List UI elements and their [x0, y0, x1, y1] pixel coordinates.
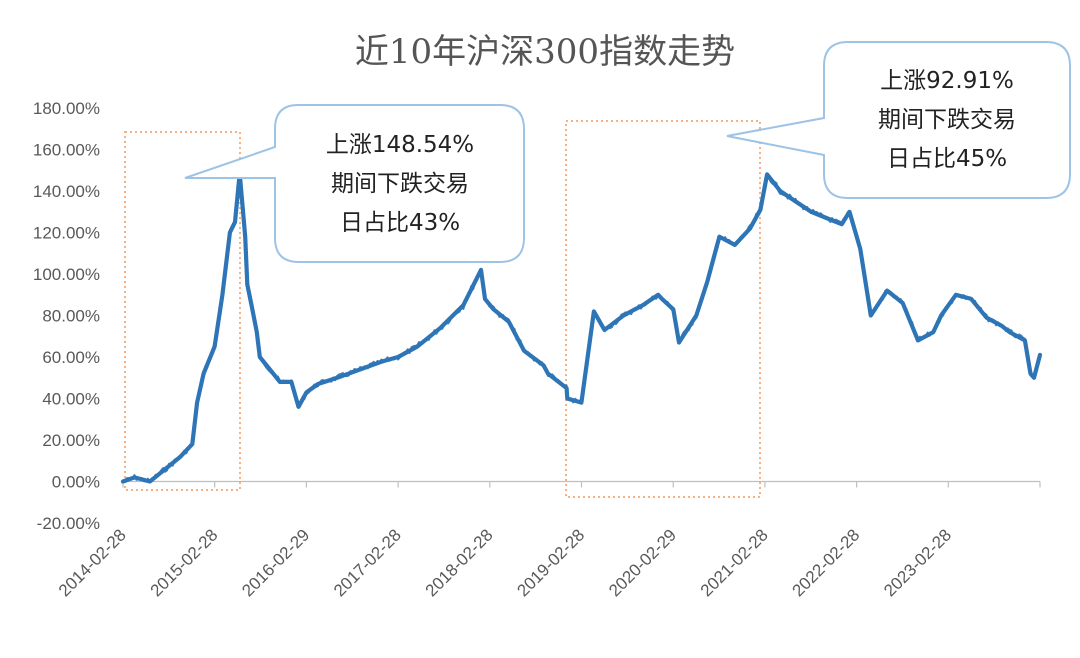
y-tick-label: 40.00% [42, 390, 100, 409]
callout-1-line-1: 上涨148.54% [326, 132, 474, 158]
y-tick-label: 120.00% [33, 224, 100, 243]
callout-2-line-3: 日占比45% [887, 146, 1007, 172]
y-tick-label: 0.00% [52, 473, 100, 492]
highlight-box-2014-2015 [124, 131, 241, 491]
x-tick-label: 2023-02-28 [880, 525, 955, 600]
series-volatility-band [122, 173, 1041, 483]
y-tick-label: 20.00% [42, 431, 100, 450]
callout-2-line-1: 上涨92.91% [880, 68, 1014, 94]
series-line [120, 171, 1043, 484]
x-tick-label: 2015-02-28 [147, 525, 222, 600]
x-tick-label: 2020-02-29 [605, 525, 680, 600]
x-tick-label: 2017-02-28 [330, 525, 405, 600]
y-tick-label: 180.00% [33, 99, 100, 118]
callout-2-line-2: 期间下跌交易 [878, 107, 1016, 133]
highlight-boxes [124, 120, 761, 498]
x-tick-label: 2022-02-28 [788, 525, 863, 600]
y-tick-label: 140.00% [33, 182, 100, 201]
y-tick-label: 80.00% [42, 307, 100, 326]
y-tick-label: 100.00% [33, 265, 100, 284]
chart-title: 近10年沪深300指数走势 [355, 32, 735, 72]
callout-1-line-3: 日占比43% [340, 210, 460, 236]
callout-2-box [726, 41, 1071, 199]
x-tick-label: 2016-02-29 [238, 525, 313, 600]
x-tick-label: 2021-02-28 [697, 525, 772, 600]
callouts: 上涨148.54% 期间下跌交易 日占比43% 上涨92.91% 期间下跌交易 … [184, 41, 1071, 263]
x-tick-label: 2018-02-28 [422, 525, 497, 600]
x-axis: 2014-02-28 2015-02-28 2016-02-29 2017-02-28… [55, 480, 1041, 600]
highlight-box-2019-2021 [565, 120, 761, 498]
callout-1-line-2: 期间下跌交易 [331, 171, 469, 197]
y-axis-ticks: -20.00% 0.00% 20.00% 40.00% 60.00% 80.00% 100.… [33, 99, 100, 533]
y-tick-label: 160.00% [33, 141, 100, 160]
x-tick-label: 2019-02-28 [513, 525, 588, 600]
y-tick-label: 60.00% [42, 348, 100, 367]
callout-1-box [184, 104, 525, 263]
x-tick-label: 2014-02-28 [55, 525, 130, 600]
y-tick-label: -20.00% [37, 514, 100, 533]
